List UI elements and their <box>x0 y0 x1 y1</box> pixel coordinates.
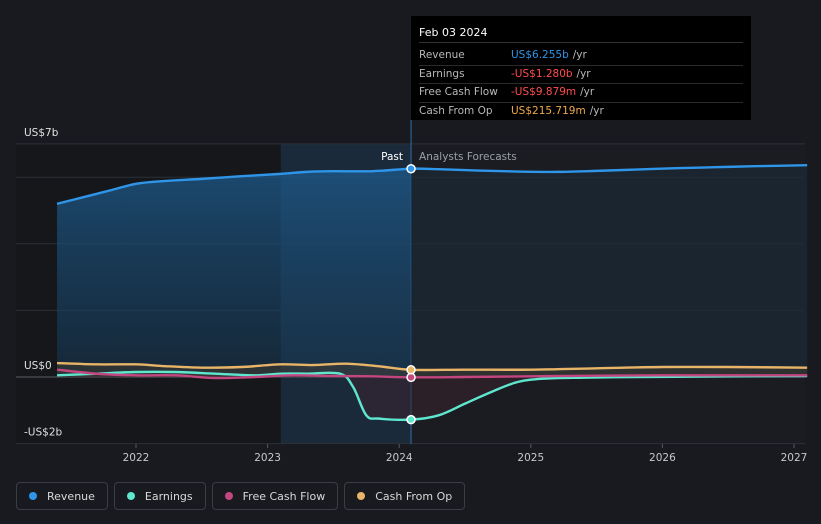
tooltip-label: Earnings <box>419 67 465 80</box>
legend-item-earnings[interactable]: Earnings <box>113 482 206 510</box>
past-label: Past <box>381 151 403 163</box>
revenue-line <box>56 164 808 206</box>
tooltip-value: -US$1.280b <box>511 67 573 80</box>
tooltip-value: -US$9.879m <box>511 86 577 98</box>
tooltip-value: US$215.719m <box>511 104 586 117</box>
y-tick-label: US$7b <box>24 127 59 139</box>
legend: Revenue Earnings Free Cash Flow Cash Fro… <box>16 482 466 510</box>
cash-from-op-line <box>56 361 808 372</box>
tooltip-value: US$6.255b <box>511 49 569 61</box>
tooltip-unit: /yr <box>580 86 595 98</box>
tooltip-row-revenue: Revenue US$6.255b /yr <box>419 47 743 66</box>
tooltip-label: Revenue <box>419 49 465 61</box>
x-tick-label: 2023 <box>254 452 281 464</box>
x-tick-label: 2022 <box>123 452 150 464</box>
earnings-marker <box>406 414 416 425</box>
tooltip-row-earnings: Earnings -US$1.280b /yr <box>419 66 743 84</box>
earnings-dot-icon <box>126 492 135 500</box>
earnings-line <box>56 370 808 422</box>
x-tick-label: 2026 <box>649 452 676 464</box>
revenue-area-forecast <box>411 165 808 377</box>
legend-label: Revenue <box>47 489 95 503</box>
x-tick-label: 2025 <box>517 452 544 464</box>
tooltip-unit: /yr <box>576 67 591 80</box>
forecast-label: Analysts Forecasts <box>419 151 517 163</box>
tooltip-row-cash-from-op: Cash From Op US$215.719m /yr <box>419 103 743 121</box>
revenue-area-past <box>57 168 412 377</box>
legend-item-revenue[interactable]: Revenue <box>16 482 108 510</box>
tooltip-label: Free Cash Flow <box>419 86 498 98</box>
legend-item-cash-from-op[interactable]: Cash From Op <box>344 482 466 510</box>
legend-item-free-cash-flow[interactable]: Free Cash Flow <box>211 482 339 510</box>
tooltip: Feb 03 2024 Revenue US$6.255b /yr Earnin… <box>411 16 751 120</box>
tooltip-label: Cash From Op <box>419 104 493 117</box>
x-tick-label: 2024 <box>386 452 413 464</box>
free-cash-flow-dot-icon <box>224 492 233 500</box>
legend-label: Free Cash Flow <box>242 489 326 503</box>
revenue-dot-icon <box>29 492 37 500</box>
y-tick-label: US$0 <box>24 360 52 372</box>
y-tick-label: -US$2b <box>24 427 63 439</box>
tooltip-unit: /yr <box>572 49 587 61</box>
free-cash-flow-line <box>56 368 808 380</box>
cash-from-op-dot-icon <box>357 492 366 500</box>
earnings-area <box>57 371 808 420</box>
cash-from-op-marker <box>406 365 416 375</box>
tooltip-row-free-cash-flow: Free Cash Flow -US$9.879m /yr <box>419 84 743 103</box>
legend-label: Earnings <box>144 489 193 503</box>
tooltip-date: Feb 03 2024 <box>419 24 743 43</box>
x-tick-label: 2027 <box>781 452 808 464</box>
tooltip-unit: /yr <box>589 104 604 117</box>
revenue-marker <box>406 163 416 174</box>
legend-label: Cash From Op <box>375 489 453 503</box>
